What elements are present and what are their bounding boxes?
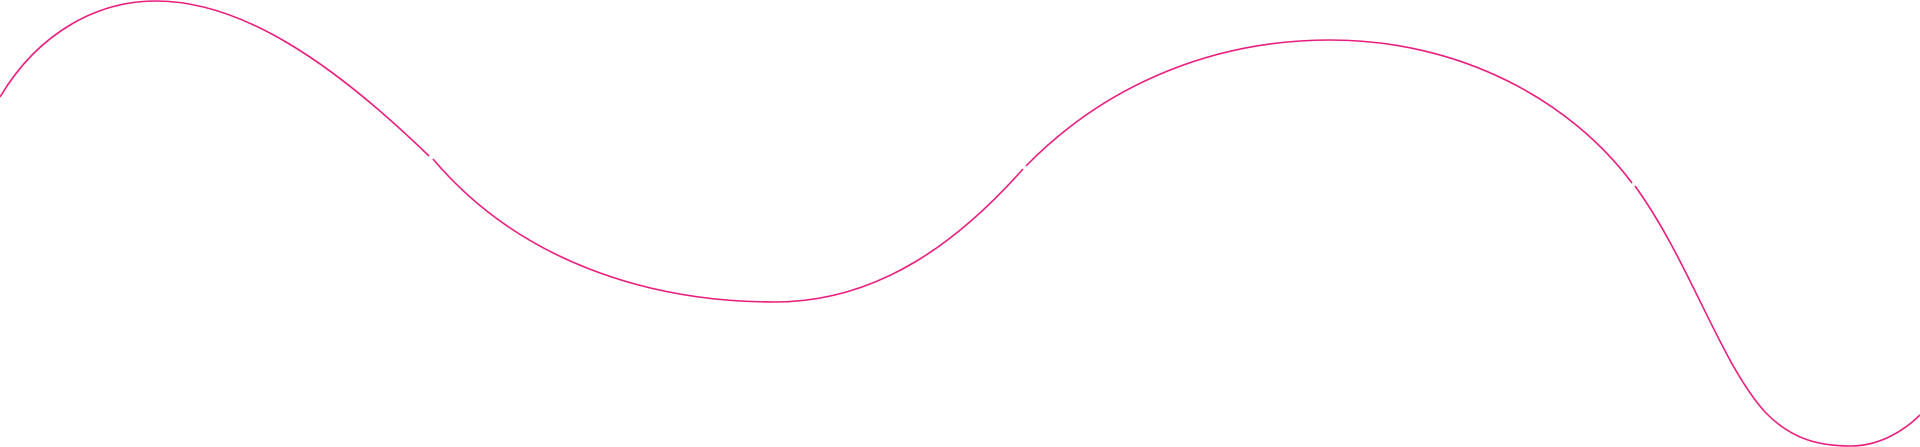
wave-segment-4 (1634, 185, 1920, 447)
wave-segment-2 (432, 158, 1024, 303)
wave-segment-3 (1025, 39, 1633, 184)
wave-segment-1 (0, 0, 430, 157)
